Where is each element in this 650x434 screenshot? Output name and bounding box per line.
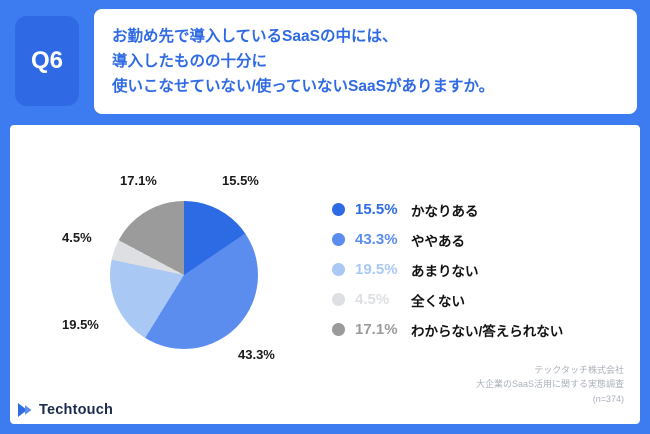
legend-label: 全くない: [411, 293, 465, 309]
pie-label-yaya-aru: 43.3%: [238, 347, 275, 362]
legend-item: 15.5% かなりある: [332, 199, 563, 220]
legend-percent: 15.5%: [355, 201, 398, 218]
chart-card: 15.5% 43.3% 19.5% 4.5% 17.1% 15.5% かなりある…: [10, 125, 640, 424]
legend: 15.5% かなりある 43.3% ややある 19.5% あまりない 4.5% …: [332, 199, 563, 349]
question-number: Q6: [30, 47, 63, 74]
legend-percent: 17.1%: [355, 321, 398, 338]
legend-item: 17.1% わからない/答えられない: [332, 319, 563, 340]
legend-percent: 43.3%: [355, 231, 398, 248]
legend-label: わからない/答えられない: [411, 323, 564, 339]
techtouch-logo-icon: [18, 403, 34, 417]
pie-label-mattaku-nai: 4.5%: [62, 230, 92, 245]
pie-label-wakaranai: 17.1%: [120, 173, 157, 188]
pie-label-kanari-aru: 15.5%: [222, 173, 259, 188]
question-line-2: 導入したものの十分に: [112, 52, 268, 70]
question-box: お勤め先で導入しているSaaSの中には、 導入したものの十分に 使いこなせていな…: [94, 9, 637, 114]
legend-label: かなりある: [411, 203, 479, 219]
techtouch-logo-text: Techtouch: [39, 402, 114, 418]
pie-chart: [110, 201, 258, 349]
question-line-3: 使いこなせていない/使っていないSaaSがありますか。: [112, 78, 495, 96]
legend-dot-icon: [332, 293, 345, 306]
legend-percent: 19.5%: [355, 261, 398, 278]
legend-dot-icon: [332, 263, 345, 276]
source-line-3: (n=374): [592, 393, 624, 404]
question-line-1: お勤め先で導入しているSaaSの中には、: [112, 27, 398, 45]
legend-item: 19.5% あまりない: [332, 259, 563, 280]
legend-dot-icon: [332, 323, 345, 336]
legend-item: 43.3% ややある: [332, 229, 563, 250]
header-band: Q6 お勤め先で導入しているSaaSの中には、 導入したものの十分に 使いこなせ…: [0, 0, 650, 125]
question-number-badge: Q6: [15, 16, 79, 106]
legend-dot-icon: [332, 203, 345, 216]
legend-label: あまりない: [411, 263, 479, 279]
legend-dot-icon: [332, 233, 345, 246]
source-attribution: テックタッチ株式会社 大企業のSaaS活用に関する実態調査 (n=374): [476, 363, 624, 406]
source-line-1: テックタッチ株式会社: [534, 364, 624, 375]
source-line-2: 大企業のSaaS活用に関する実態調査: [475, 379, 624, 390]
legend-label: ややある: [411, 233, 465, 249]
techtouch-logo: Techtouch: [18, 402, 113, 418]
legend-percent: 4.5%: [355, 291, 390, 308]
legend-item: 4.5% 全くない: [332, 289, 563, 310]
pie-label-amari-nai: 19.5%: [62, 317, 99, 332]
